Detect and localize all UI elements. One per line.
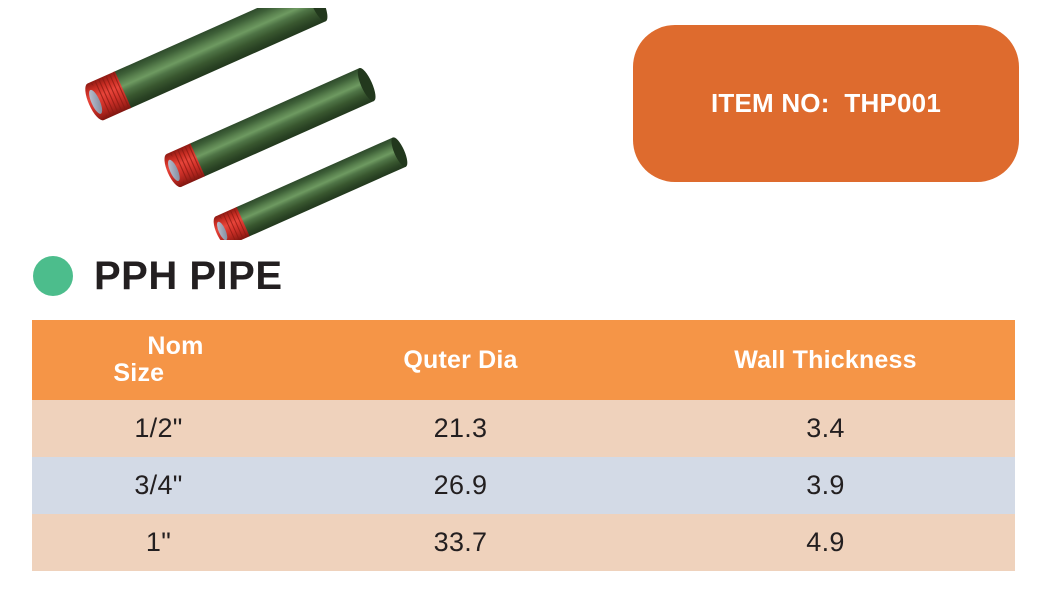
item-no-badge: ITEM NO: THP001 — [633, 25, 1019, 182]
column-header-nom-size: Nom Size — [32, 320, 285, 400]
table-row: 1/2" 21.3 3.4 — [32, 400, 1015, 457]
cell-wall-thickness: 3.4 — [636, 400, 1015, 457]
bullet-circle-icon — [33, 256, 73, 296]
cell-outer-dia: 33.7 — [285, 514, 636, 571]
section-heading: PPH PIPE — [33, 256, 283, 296]
cell-outer-dia: 21.3 — [285, 400, 636, 457]
column-header-nom-size-line1: Nom — [147, 331, 204, 360]
item-no-label: ITEM NO: THP001 — [710, 88, 941, 118]
cell-nom-size: 1/2" — [32, 400, 285, 457]
table-row: 1" 33.7 4.9 — [32, 514, 1015, 571]
pipe-3 — [213, 137, 408, 246]
product-image — [52, 0, 482, 246]
spec-table: Nom Size Quter Dia Wall Thickness 1/2" 2… — [32, 320, 1015, 571]
column-header-wall-thickness: Wall Thickness — [636, 320, 1015, 400]
pph-pipe-illustration — [85, 0, 408, 246]
page-title: PPH PIPE — [94, 254, 283, 298]
table-header-row: Nom Size Quter Dia Wall Thickness — [32, 320, 1015, 400]
cell-outer-dia: 26.9 — [285, 457, 636, 514]
column-header-nom-size-line2: Size — [113, 358, 165, 387]
cell-nom-size: 1" — [32, 514, 285, 571]
column-header-outer-dia: Quter Dia — [285, 320, 636, 400]
pipe-2 — [164, 67, 376, 188]
cell-nom-size: 3/4" — [32, 457, 285, 514]
table-row: 3/4" 26.9 3.9 — [32, 457, 1015, 514]
cell-wall-thickness: 4.9 — [636, 514, 1015, 571]
cell-wall-thickness: 3.9 — [636, 457, 1015, 514]
